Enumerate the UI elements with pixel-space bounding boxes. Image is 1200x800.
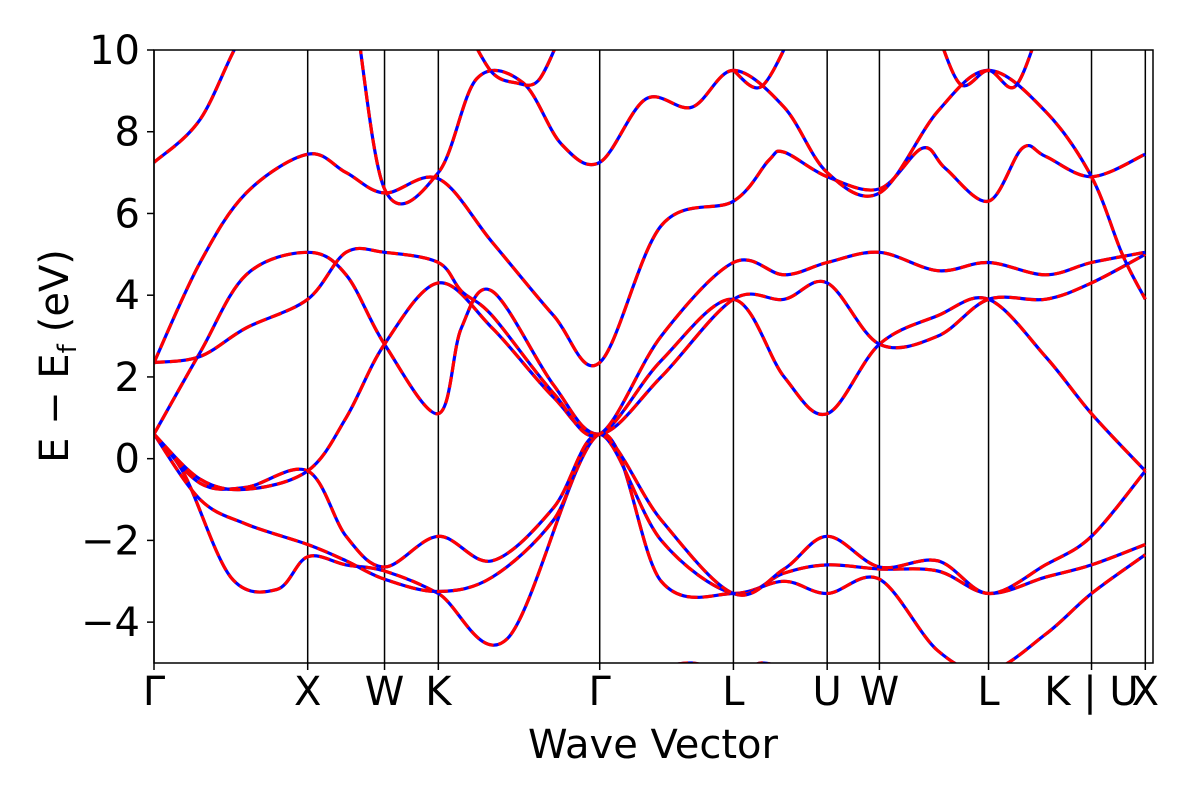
band-line-blue (674, 661, 773, 663)
x-tick-label: Γ (589, 669, 612, 715)
y-tick-label: 4 (115, 273, 140, 319)
x-tick-label: K (425, 669, 453, 715)
y-tick-label: 8 (115, 110, 140, 156)
x-tick-label: L (722, 669, 745, 715)
band-line-blue (154, 432, 1147, 597)
band-line-blue (154, 246, 1146, 438)
bands-layer (154, 50, 1147, 663)
y-tick-label: −2 (81, 518, 140, 564)
y-axis-label-main: E − E (32, 353, 78, 463)
band-line-red-dashed (154, 143, 1146, 368)
y-tick-label: 10 (89, 28, 140, 74)
band-line-blue (732, 50, 786, 90)
band-line-red-dashed (154, 246, 1146, 438)
band-line-blue (154, 50, 1147, 301)
y-tick-label: −4 (81, 600, 140, 646)
x-tick-label: X (1132, 669, 1159, 715)
band-line-red-dashed (154, 432, 1147, 597)
band-line-blue (154, 432, 1146, 596)
x-tick-label: U (813, 669, 842, 715)
band-line-red-dashed (942, 50, 1034, 90)
x-tick-label: L (977, 669, 1000, 715)
x-tick-label: W (860, 669, 900, 715)
band-line-red-dashed (732, 50, 786, 90)
band-line-red-dashed (154, 50, 1147, 301)
plot-frame (153, 49, 1154, 664)
band-line-blue (154, 281, 1147, 492)
y-tick-label: 0 (115, 437, 140, 483)
band-line-red-dashed (154, 281, 1147, 492)
x-tick-label: X (294, 669, 321, 715)
y-axis: −4 −2 0 2 4 6 8 10 (81, 28, 154, 646)
x-tick-label: K | U (1044, 669, 1138, 715)
x-tick-label: Γ (143, 669, 166, 715)
band-line-red-dashed (154, 432, 1146, 596)
y-axis-label-sub: f (53, 343, 83, 353)
band-line-blue (942, 50, 1034, 90)
kpoint-gridlines (153, 50, 1147, 663)
x-tick-label: W (365, 669, 405, 715)
x-axis-label: Wave Vector (528, 722, 779, 768)
band-line-blue (154, 143, 1146, 368)
band-line-blue (154, 250, 1147, 436)
band-line-red-dashed (476, 50, 556, 87)
y-axis-label-unit: (eV) (32, 249, 78, 332)
band-line-red-dashed (154, 250, 1147, 436)
y-tick-label: 2 (115, 355, 140, 401)
y-axis-label: E − Ef (eV) (32, 249, 83, 463)
band-line-red-dashed (674, 661, 773, 663)
y-tick-label: 6 (115, 191, 140, 237)
